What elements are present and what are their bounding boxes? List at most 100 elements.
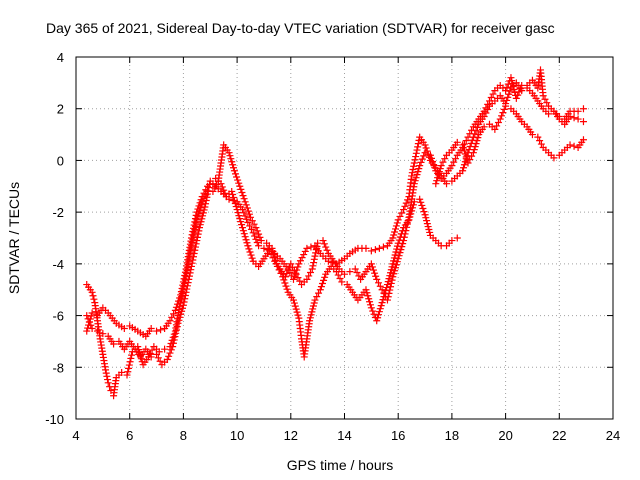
data-point [434, 171, 442, 179]
data-point [247, 251, 255, 259]
data-point [412, 153, 420, 161]
data-point [369, 307, 377, 315]
data-point [295, 260, 303, 268]
data-point [154, 354, 162, 362]
data-point [397, 246, 405, 254]
data-point [197, 218, 205, 226]
data-point [393, 258, 401, 266]
data-point [240, 195, 248, 203]
data-point [194, 230, 202, 238]
data-point [387, 266, 395, 274]
data-point [396, 249, 404, 257]
data-point [230, 197, 238, 205]
data-point [229, 190, 237, 198]
data-point [244, 207, 252, 215]
data-point [341, 270, 348, 278]
data-point [88, 288, 96, 296]
data-point [376, 305, 384, 313]
data-point [338, 278, 346, 286]
y-tick-label: 0 [57, 153, 64, 168]
data-point [179, 301, 187, 309]
data-point [362, 244, 370, 252]
data-point [498, 112, 506, 120]
data-point [317, 283, 325, 291]
data-point [377, 302, 385, 310]
data-point [388, 263, 396, 271]
data-point [183, 282, 191, 290]
data-point [372, 272, 380, 280]
data-point [137, 355, 145, 363]
data-point [500, 105, 508, 113]
data-point [404, 196, 412, 204]
data-point [421, 141, 429, 149]
data-point [243, 204, 251, 212]
data-point [188, 239, 196, 247]
data-point [178, 307, 186, 315]
data-point [157, 326, 165, 334]
data-point [375, 279, 383, 287]
data-point [169, 343, 177, 351]
data-point [427, 154, 435, 162]
data-point [93, 327, 101, 335]
data-point [239, 227, 247, 235]
data-point [90, 295, 98, 303]
data-point [422, 214, 430, 222]
data-point [307, 243, 315, 251]
data-point [201, 203, 209, 211]
data-point [186, 269, 194, 277]
data-point [252, 235, 260, 243]
data-point [308, 308, 316, 316]
data-point [509, 80, 517, 88]
data-point [310, 299, 318, 307]
data-point [416, 162, 424, 170]
data-point [411, 177, 419, 185]
data-point [334, 271, 342, 279]
data-point [189, 256, 197, 264]
data-point [346, 268, 354, 276]
data-point [414, 168, 422, 176]
data-point [204, 190, 212, 198]
data-point [579, 118, 587, 126]
data-point [389, 273, 397, 281]
data-point [236, 215, 244, 223]
data-point [424, 223, 432, 231]
x-tick-label: 10 [230, 428, 244, 443]
data-point [281, 273, 289, 281]
data-point [462, 153, 470, 161]
data-point [316, 286, 324, 294]
data-point [389, 260, 397, 268]
x-tick-label: 4 [72, 428, 79, 443]
data-point [453, 138, 461, 146]
data-point [496, 115, 504, 123]
data-point [172, 326, 180, 334]
data-point [391, 251, 399, 259]
data-point [409, 165, 417, 173]
data-point [312, 246, 320, 254]
data-point [403, 223, 411, 231]
data-point [294, 311, 302, 319]
data-point [228, 158, 236, 166]
data-point [170, 336, 178, 344]
x-tick-label: 16 [391, 428, 405, 443]
data-point [566, 141, 574, 149]
data-point [386, 286, 394, 294]
data-point [202, 200, 210, 208]
data-point [242, 215, 250, 223]
data-point [255, 242, 263, 250]
data-point [414, 143, 422, 151]
data-point [390, 254, 398, 262]
data-point [461, 150, 469, 158]
data-point [313, 293, 321, 301]
data-point [494, 119, 502, 127]
data-point [418, 201, 426, 209]
data-point [411, 156, 419, 164]
data-point [321, 273, 329, 281]
data-point [400, 206, 408, 214]
data-point [425, 226, 433, 234]
data-point [194, 213, 202, 221]
data-point [190, 229, 198, 237]
data-point [225, 149, 233, 157]
data-point [163, 356, 171, 364]
data-point [367, 247, 375, 255]
data-point [198, 215, 206, 223]
